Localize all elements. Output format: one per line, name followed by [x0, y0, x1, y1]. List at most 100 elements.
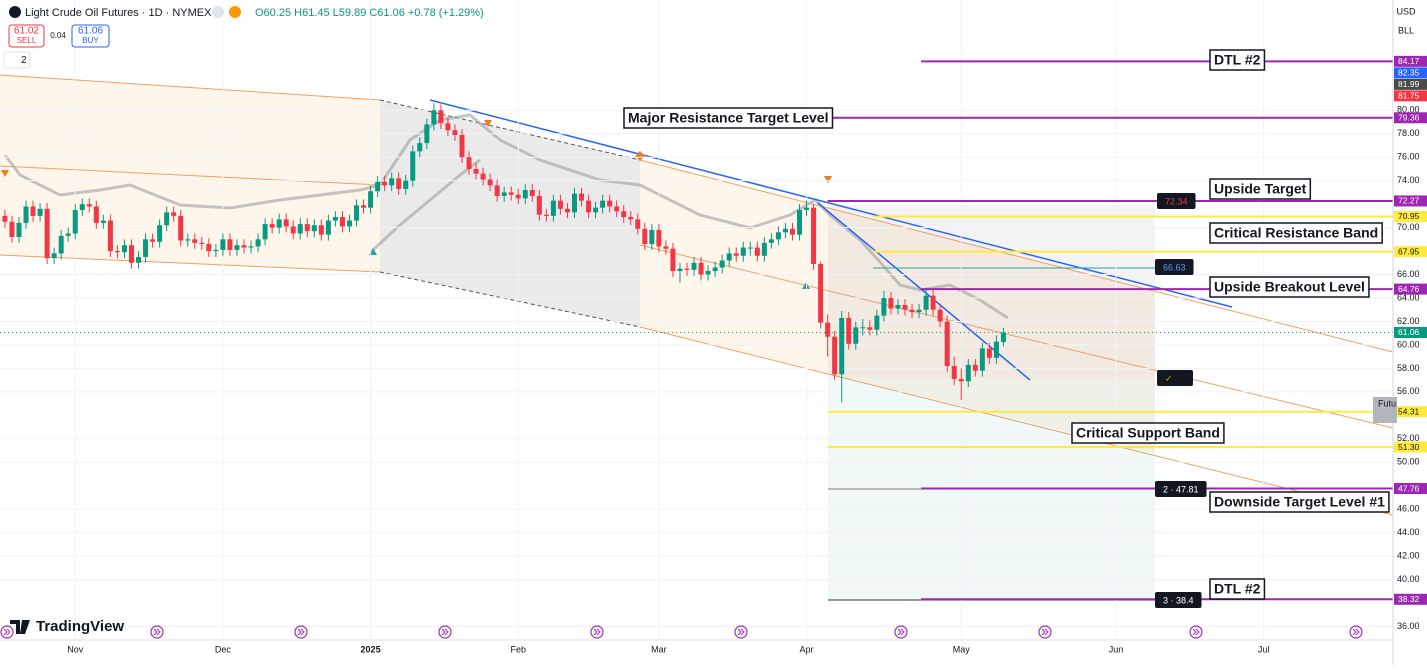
annotation-box: [1209, 222, 1383, 244]
annotation: Critical Resistance Band: [1214, 225, 1378, 241]
price-tag: [1394, 483, 1427, 495]
candle-body: [361, 205, 367, 208]
candle-body: [241, 245, 247, 248]
candle-body: [593, 207, 599, 213]
candle-body: [691, 262, 697, 270]
candle-body: [248, 246, 254, 248]
x-tick-label: Feb: [510, 644, 526, 654]
x-tick-label: 2025: [361, 644, 381, 654]
candle-body: [811, 207, 817, 264]
price-tag-label: 84.17: [1398, 56, 1420, 66]
event-icon-arrow: [297, 628, 305, 636]
y-tick-label: 44.00: [1397, 527, 1420, 537]
candle-body: [881, 298, 887, 316]
price-tag-label: 51.30: [1398, 442, 1420, 452]
candle-body: [972, 364, 978, 371]
candle-body: [93, 206, 99, 223]
candle-body: [839, 317, 845, 375]
callout-box: [1155, 259, 1194, 275]
x-tick-label: Dec: [215, 644, 232, 654]
candle-body: [508, 192, 514, 195]
annotation-box: [1209, 178, 1312, 200]
candle-body: [206, 244, 212, 252]
channel-line: [639, 159, 1394, 353]
channel-line: [0, 254, 381, 273]
candle-body: [2, 215, 8, 222]
channel-line: [0, 74, 381, 101]
event-icon-arrow: [737, 628, 745, 636]
indicator-count: 2: [21, 55, 27, 66]
x-tick-label: Mar: [651, 644, 667, 654]
buy-label: BUY: [82, 36, 99, 45]
annotation: DTL #2: [1214, 52, 1261, 68]
candle-body: [642, 228, 648, 245]
y-tick-label: 64.00: [1397, 292, 1420, 302]
spread: 0.04: [50, 31, 66, 40]
candle-body: [389, 178, 395, 186]
currency[interactable]: USD: [1396, 6, 1416, 16]
candle-body: [128, 245, 134, 263]
candle-body: [930, 295, 936, 310]
callout-box: [1155, 481, 1207, 497]
channel-line: [639, 244, 1394, 429]
futures-tag-text: Futu: [1378, 398, 1396, 408]
y-tick-label: 46.00: [1397, 504, 1420, 514]
candle-body: [874, 315, 880, 330]
candle-body: [339, 217, 345, 227]
price-tag: [1394, 246, 1427, 258]
candle-body: [171, 212, 177, 216]
annotation: Upside Target: [1214, 181, 1307, 197]
y-tick-label: 66.00: [1397, 269, 1420, 279]
sell-button[interactable]: [8, 24, 45, 48]
candle-body: [494, 185, 500, 196]
y-tick-label: 78.00: [1397, 128, 1420, 138]
candle-body: [993, 341, 999, 358]
symbol-title[interactable]: Light Crude Oil Futures · 1D · NYMEX: [25, 7, 212, 19]
channel-line: [639, 326, 1394, 516]
signal-marker: [484, 120, 492, 127]
candle-body: [37, 208, 43, 216]
y-tick-label: 56.00: [1397, 386, 1420, 396]
callout: ✓: [1165, 373, 1173, 383]
event-icon-arrow: [593, 628, 601, 636]
buy-button[interactable]: [71, 24, 110, 48]
candle-body: [888, 298, 894, 309]
candle-body: [424, 124, 430, 144]
event-icon-arrow: [3, 628, 11, 636]
candle-body: [227, 239, 233, 250]
band-line: [3, 154, 381, 210]
candle-body: [557, 200, 563, 209]
candle-body: [951, 366, 957, 379]
candle-body: [712, 267, 718, 272]
candle-body: [185, 239, 191, 241]
candle-body: [536, 195, 542, 215]
candle-body: [325, 220, 331, 235]
candle-body: [853, 327, 859, 344]
candle-body: [501, 192, 507, 196]
buy-price: 61.06: [78, 26, 103, 37]
candle-body: [979, 348, 985, 371]
candle-body: [297, 224, 303, 234]
candle-body: [44, 208, 50, 259]
channel-line: [0, 165, 381, 186]
candle-body: [192, 239, 198, 243]
candle-body: [480, 173, 486, 180]
candle-body: [16, 222, 22, 237]
price-tag-label: 81.99: [1398, 79, 1420, 89]
candle-body: [965, 364, 971, 382]
y-tick-label: 76.00: [1397, 152, 1420, 162]
unit[interactable]: BLL: [1398, 25, 1414, 35]
candle-body: [382, 181, 388, 186]
candle-body: [403, 180, 409, 189]
annotation-box: [623, 107, 834, 129]
price-tag: [1394, 112, 1427, 124]
candle-body: [23, 206, 29, 223]
price-tag: [1394, 283, 1427, 295]
event-icon-arrow: [441, 628, 449, 636]
event-icon-arrow: [1041, 628, 1049, 636]
indicator-toggle[interactable]: [3, 51, 31, 69]
callout: 3 · 38.4: [1163, 595, 1194, 605]
callout-box: [1157, 193, 1196, 209]
y-tick-label: 70.00: [1397, 222, 1420, 232]
